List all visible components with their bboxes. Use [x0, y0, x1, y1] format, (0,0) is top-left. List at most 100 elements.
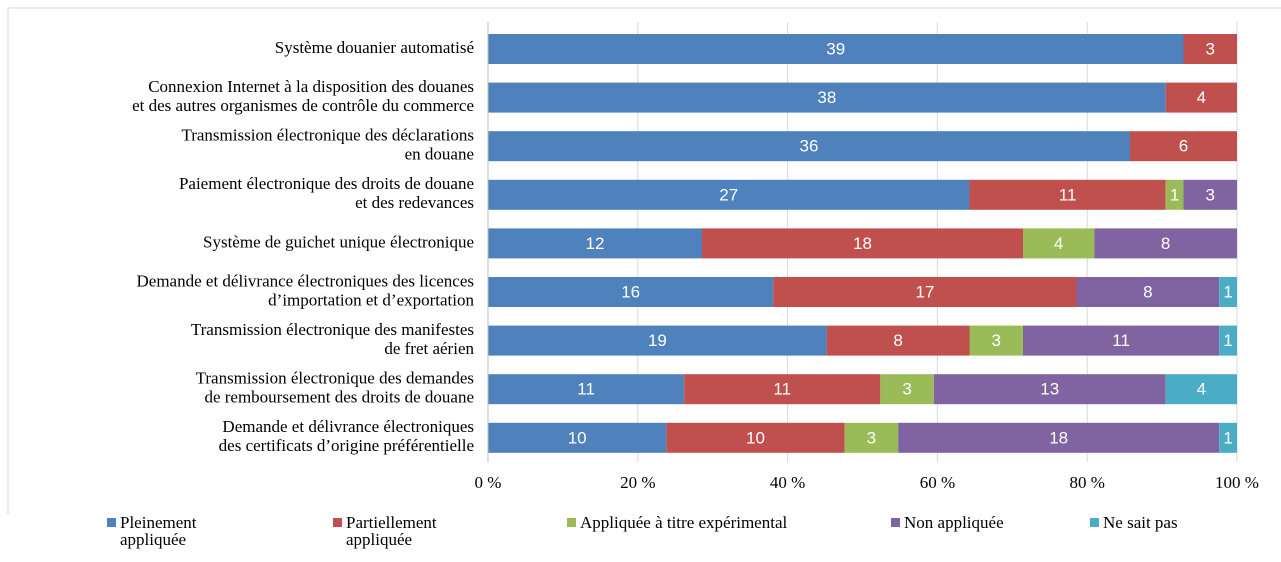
category-label: et des autres organismes de contrôle du …	[132, 96, 474, 115]
bar-segment	[488, 131, 1130, 162]
bar-segment	[1023, 228, 1095, 259]
value-label: 3	[902, 380, 911, 399]
value-label: 11	[1059, 185, 1077, 204]
value-label: 3	[1206, 39, 1215, 58]
legend-label: Pleinement appliquée	[120, 513, 197, 549]
category-label: Demande et délivrance électroniques	[222, 417, 474, 436]
bar-segment	[488, 422, 667, 453]
value-label: 1	[1170, 185, 1179, 204]
bar-segment	[488, 325, 827, 356]
category-label: Système de guichet unique électronique	[203, 232, 474, 251]
bar-segment	[488, 34, 1184, 64]
legend: Pleinement appliquée Partiellement appliq…	[0, 514, 1281, 562]
value-label: 4	[1054, 234, 1063, 253]
bar-segment	[1130, 131, 1237, 162]
bar-segment	[488, 277, 774, 307]
legend-item: Ne sait pas	[1090, 514, 1240, 531]
x-tick-label: 40 %	[770, 473, 805, 492]
value-label: 4	[1197, 380, 1206, 399]
value-label: 11	[773, 380, 791, 399]
category-label: et des redevances	[355, 193, 474, 212]
category-label: des certificats d’origine préférentielle	[219, 436, 474, 455]
value-label: 1	[1223, 282, 1232, 301]
value-label: 3	[1206, 185, 1215, 204]
x-tick-label: 100 %	[1215, 473, 1259, 492]
value-label: 3	[867, 428, 876, 447]
value-label: 13	[1040, 380, 1059, 399]
bar-segment	[880, 374, 934, 405]
value-label: 1	[1223, 428, 1232, 447]
bar-segment	[1183, 179, 1237, 210]
category-label: Demande et délivrance électroniques des …	[137, 271, 474, 290]
category-label: de fret aérien	[384, 339, 474, 358]
value-label: 8	[1143, 282, 1152, 301]
bar-segment	[1165, 82, 1237, 113]
bar-segment	[1219, 325, 1237, 356]
bar-segment	[488, 374, 685, 405]
bar-segment	[684, 374, 881, 405]
category-label: Connexion Internet à la disposition des …	[148, 77, 474, 96]
bar-segment	[773, 277, 1077, 307]
bar-segment	[1165, 179, 1184, 210]
bar-segment	[826, 325, 970, 356]
bar-segment	[1094, 228, 1237, 259]
category-label: Transmission électronique des manifestes	[191, 320, 474, 339]
legend-swatch	[333, 518, 342, 527]
legend-swatch	[567, 518, 576, 527]
value-label: 18	[1049, 428, 1068, 447]
value-label: 10	[746, 428, 765, 447]
legend-item: Non appliquée	[891, 514, 1071, 531]
bar-segment	[969, 179, 1166, 210]
legend-swatch	[1090, 518, 1099, 527]
value-label: 1	[1223, 331, 1232, 350]
value-label: 12	[586, 234, 605, 253]
legend-swatch	[891, 518, 900, 527]
legend-label: Appliquée à titre expérimental	[580, 513, 788, 532]
x-tick-label: 60 %	[920, 473, 955, 492]
value-label: 11	[577, 380, 595, 399]
category-label: en douane	[405, 145, 474, 164]
legend-label: Non appliquée	[904, 513, 1004, 532]
value-label: 19	[648, 331, 667, 350]
category-label: Système douanier automatisé	[275, 38, 474, 57]
category-label: de remboursement des droits de douane	[204, 388, 474, 407]
category-label: Transmission électronique des déclaratio…	[181, 126, 474, 145]
legend-item: Partiellement appliquée	[333, 514, 473, 548]
bar-segment	[1219, 422, 1237, 453]
value-label: 8	[893, 331, 902, 350]
value-label: 4	[1197, 88, 1206, 107]
value-label: 8	[1161, 234, 1170, 253]
category-label: Paiement électronique des droits de doua…	[179, 174, 474, 193]
legend-item: Appliquée à titre expérimental	[567, 514, 867, 531]
bar-segment	[488, 179, 970, 210]
bar-segment	[898, 422, 1220, 453]
x-tick-label: 80 %	[1069, 473, 1104, 492]
value-label: 39	[826, 39, 845, 58]
value-label: 10	[568, 428, 587, 447]
value-label: 3	[992, 331, 1001, 350]
legend-swatch	[107, 518, 116, 527]
bar-segment	[969, 325, 1023, 356]
bar-segment	[488, 228, 702, 259]
value-label: 36	[800, 137, 819, 156]
chart: 0 % 20 % 40 % 60 % 80 % 100 % Système douanier…	[7, 7, 1281, 514]
category-label: Transmission électronique des demandes	[196, 369, 474, 388]
bar-segment	[1076, 277, 1220, 307]
value-label: 6	[1179, 137, 1188, 156]
bar-segment	[666, 422, 845, 453]
bar-segment	[1183, 34, 1237, 64]
value-label: 38	[817, 88, 836, 107]
value-label: 11	[1112, 331, 1130, 350]
bar-segment	[488, 82, 1166, 113]
value-label: 16	[621, 282, 640, 301]
bar-segment	[1219, 277, 1237, 307]
bar-segment	[702, 228, 1023, 259]
value-label: 18	[853, 234, 872, 253]
legend-label: Partiellement appliquée	[346, 513, 437, 549]
value-label: 27	[719, 185, 738, 204]
bar-segment	[1165, 374, 1237, 405]
bar-segment	[933, 374, 1166, 405]
category-label: d’importation et d’exportation	[268, 290, 474, 309]
value-label: 17	[915, 282, 934, 301]
